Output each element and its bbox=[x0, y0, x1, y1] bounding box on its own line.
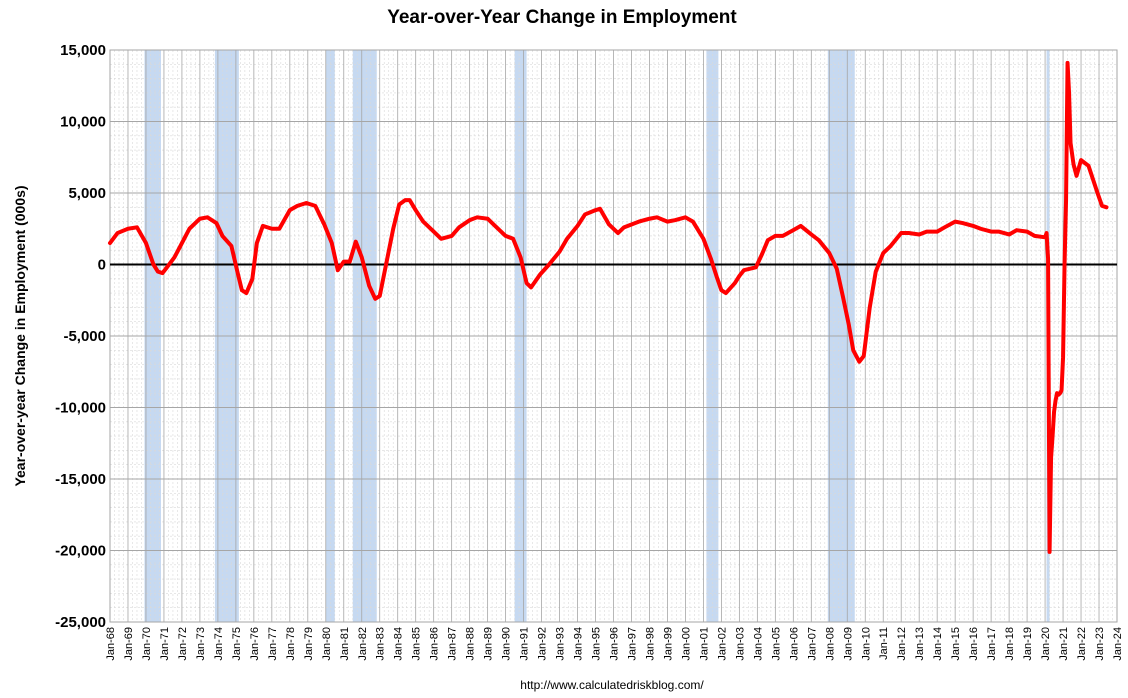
x-tick-label: Jan-82 bbox=[357, 627, 369, 661]
x-tick-label: Jan-72 bbox=[177, 627, 189, 661]
x-tick-label: Jan-07 bbox=[806, 627, 818, 661]
x-tick-label: Jan-78 bbox=[285, 627, 297, 661]
y-tick-label: 0 bbox=[98, 257, 106, 274]
x-tick-label: Jan-98 bbox=[644, 627, 656, 661]
x-tick-label: Jan-17 bbox=[986, 627, 998, 661]
x-tick-label: Jan-94 bbox=[573, 627, 585, 661]
x-tick-label: Jan-99 bbox=[662, 627, 674, 661]
x-tick-label: Jan-69 bbox=[123, 627, 135, 661]
y-tick-label: 15,000 bbox=[60, 42, 106, 59]
x-tick-label: Jan-01 bbox=[698, 627, 710, 661]
x-tick-label: Jan-22 bbox=[1076, 627, 1088, 661]
x-tick-label: Jan-87 bbox=[447, 627, 459, 661]
x-tick-label: Jan-18 bbox=[1004, 627, 1016, 661]
x-tick-label: Jan-11 bbox=[878, 627, 890, 660]
x-tick-label: Jan-10 bbox=[860, 627, 872, 661]
x-tick-label: Jan-75 bbox=[231, 627, 243, 661]
x-tick-label: Jan-00 bbox=[680, 627, 692, 661]
x-tick-label: Jan-95 bbox=[591, 627, 603, 661]
x-tick-label: Jan-08 bbox=[824, 627, 836, 661]
y-tick-label: 10,000 bbox=[60, 114, 106, 131]
plot-area-border bbox=[109, 49, 1118, 623]
x-tick-label: Jan-24 bbox=[1112, 627, 1124, 661]
y-tick-labels: 15,000 10,000 5,000 0 -5,000 -10,000 -15,000 -2… bbox=[55, 42, 106, 631]
x-tick-label: Jan-81 bbox=[339, 627, 351, 661]
x-tick-label: Jan-77 bbox=[267, 627, 279, 661]
y-tick-label: -10,000 bbox=[55, 400, 106, 417]
x-tick-label: Jan-89 bbox=[483, 627, 495, 661]
y-tick-label: -15,000 bbox=[55, 471, 106, 488]
x-tick-label: Jan-97 bbox=[626, 627, 638, 661]
x-tick-label: Jan-06 bbox=[788, 627, 800, 661]
y-axis-label: Year-over-year Change in Employment (000… bbox=[12, 185, 28, 486]
x-tick-label: Jan-84 bbox=[393, 627, 405, 661]
x-tick-labels: Jan-68 Jan-69 Jan-70 Jan-71 Jan-72 Jan-73 Jan-… bbox=[105, 627, 1124, 661]
x-tick-label: Jan-73 bbox=[195, 627, 207, 661]
x-tick-label: Jan-02 bbox=[716, 627, 728, 661]
x-tick-label: Jan-80 bbox=[321, 627, 333, 661]
y-tick-label: -5,000 bbox=[63, 328, 106, 345]
x-tick-label: Jan-20 bbox=[1040, 627, 1052, 661]
x-tick-label: Jan-86 bbox=[429, 627, 441, 661]
x-tick-label: Jan-85 bbox=[411, 627, 423, 661]
x-tick-label: Jan-16 bbox=[968, 627, 980, 661]
x-tick-label: Jan-05 bbox=[770, 627, 782, 661]
x-tick-label: Jan-68 bbox=[105, 627, 117, 661]
y-tick-label: 5,000 bbox=[68, 185, 106, 202]
series-line bbox=[108, 60, 1109, 554]
source-url: http://www.calculatedriskblog.com/ bbox=[520, 678, 704, 692]
x-tick-label: Jan-09 bbox=[842, 627, 854, 661]
x-tick-label: Jan-14 bbox=[932, 627, 944, 661]
x-tick-label: Jan-90 bbox=[501, 627, 513, 661]
x-tick-label: Jan-74 bbox=[213, 627, 225, 661]
x-tick-label: Jan-83 bbox=[375, 627, 387, 661]
x-tick-label: Jan-13 bbox=[914, 627, 926, 661]
x-tick-label: Jan-19 bbox=[1022, 627, 1034, 661]
x-tick-label: Jan-88 bbox=[465, 627, 477, 661]
x-tick-label: Jan-79 bbox=[303, 627, 315, 661]
x-tick-label: Jan-96 bbox=[609, 627, 621, 661]
x-tick-label: Jan-12 bbox=[896, 627, 908, 661]
x-tick-label: Jan-76 bbox=[249, 627, 261, 661]
x-tick-label: Jan-71 bbox=[159, 627, 171, 661]
x-tick-label: Jan-04 bbox=[752, 627, 764, 661]
x-tick-label: Jan-23 bbox=[1094, 627, 1106, 661]
x-tick-label: Jan-03 bbox=[734, 627, 746, 661]
x-tick-label: Jan-92 bbox=[537, 627, 549, 661]
chart-title: Year-over-Year Change in Employment bbox=[387, 7, 737, 28]
x-tick-label: Jan-91 bbox=[519, 627, 531, 661]
x-tick-label: Jan-21 bbox=[1058, 627, 1070, 661]
x-tick-label: Jan-15 bbox=[950, 627, 962, 661]
x-tick-label: Jan-93 bbox=[555, 627, 567, 661]
x-tick-label: Jan-70 bbox=[141, 627, 153, 661]
y-tick-label: -25,000 bbox=[55, 614, 106, 631]
y-tick-label: -20,000 bbox=[55, 543, 106, 560]
